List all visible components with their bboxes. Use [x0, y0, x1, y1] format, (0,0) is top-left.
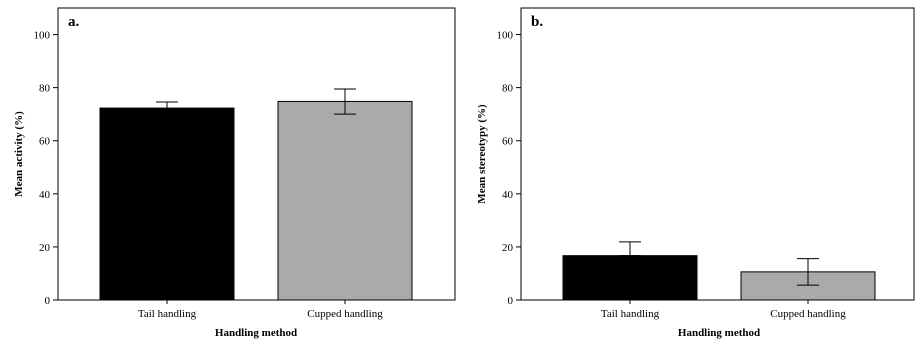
- panel-label-a: a.: [68, 14, 80, 30]
- panel-a: a. 0 20 40 60 80 100 Tail handling Cupped hand…: [13, 7, 456, 339]
- y-tick-label-a: 0: [45, 295, 51, 307]
- plot-frame-a: [57, 7, 456, 301]
- y-axis-label-b: Mean stereotypy (%): [476, 104, 488, 204]
- y-tick-label-b: 20: [502, 242, 514, 254]
- bar-a-1: [99, 107, 235, 301]
- bar-b-1: [562, 255, 698, 301]
- y-tick-label-b: 100: [497, 30, 514, 42]
- error-bar-b-1: [619, 241, 641, 257]
- bars-a: [99, 100, 413, 301]
- y-ticks-a: 0 20 40 60 80 100: [34, 30, 58, 307]
- y-tick-label-b: 40: [502, 189, 514, 201]
- plot-frame-b: [520, 7, 915, 301]
- x-tick-labels-b: Tail handling Cupped handling: [601, 300, 846, 320]
- y-tick-label-a: 20: [39, 242, 51, 254]
- y-tick-label-a: 100: [34, 30, 51, 42]
- error-bar-a-2: [334, 88, 356, 115]
- x-tick-label-a-1: Tail handling: [138, 308, 197, 320]
- x-tick-label-a-2: Cupped handling: [307, 308, 383, 320]
- y-tick-label-b: 80: [502, 83, 514, 95]
- x-axis-label-a: Handling method: [215, 327, 297, 339]
- bars-b: [562, 255, 876, 301]
- y-axis-label-a: Mean activity (%): [13, 111, 25, 197]
- y-tick-label-b: 60: [502, 136, 514, 148]
- error-bars-a: [156, 88, 356, 115]
- x-tick-labels-a: Tail handling Cupped handling: [138, 300, 383, 320]
- panel-label-b: b.: [531, 14, 543, 30]
- error-bars-b: [619, 241, 819, 286]
- error-bar-a-1: [156, 101, 178, 115]
- bar-a-2: [277, 100, 413, 301]
- x-tick-label-b-1: Tail handling: [601, 308, 660, 320]
- y-tick-label-a: 40: [39, 189, 51, 201]
- y-tick-label-b: 0: [508, 295, 514, 307]
- y-ticks-b: 0 20 40 60 80 100: [497, 30, 521, 307]
- y-tick-label-a: 60: [39, 136, 51, 148]
- error-bar-b-2: [797, 258, 819, 286]
- y-tick-label-a: 80: [39, 83, 51, 95]
- x-axis-label-b: Handling method: [678, 327, 760, 339]
- x-tick-label-b-2: Cupped handling: [770, 308, 846, 320]
- panel-b: b. 0 20 40 60 80 100 Tail handling Cupped hand…: [476, 7, 915, 339]
